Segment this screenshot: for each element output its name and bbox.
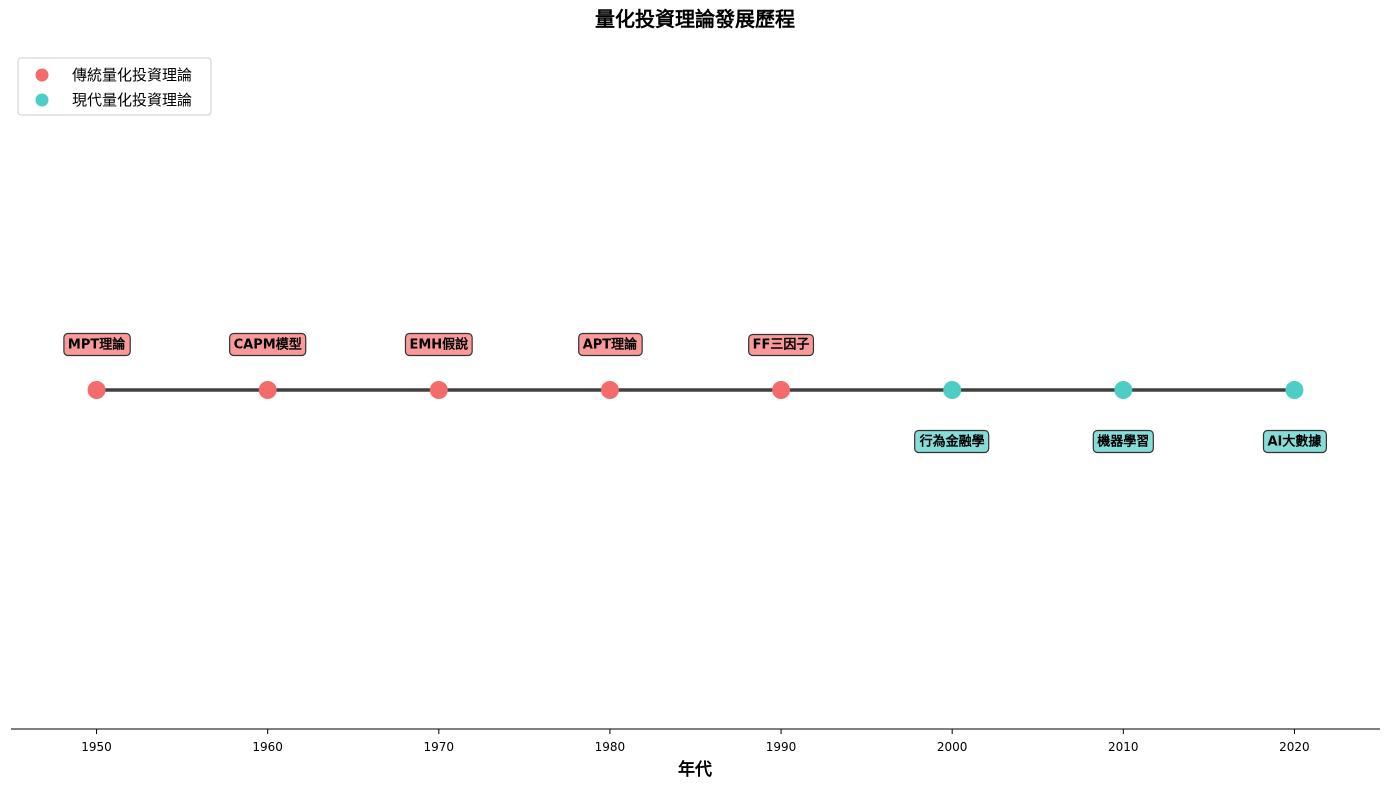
x-axis-ticks: 1950 1960 1970 1980 1990 2000 2010 2020 xyxy=(81,729,1310,754)
event-label-2000: 行為金融學 xyxy=(914,429,990,454)
event-marker-1990 xyxy=(772,381,791,399)
x-tick-label: 1980 xyxy=(595,740,626,754)
event-label-box xyxy=(404,332,473,357)
event-marker-1950 xyxy=(87,381,106,399)
x-tick-label: 1950 xyxy=(81,740,112,754)
event-label-box xyxy=(748,333,815,357)
event-label-box xyxy=(63,332,131,357)
legend-frame xyxy=(17,57,212,116)
event-label-2020: AI大數據 xyxy=(1262,429,1327,454)
event-label-text: MPT理論 xyxy=(68,337,126,353)
event-label-box xyxy=(914,429,990,454)
event-marker-2020 xyxy=(1285,381,1304,399)
x-tick-label: 2020 xyxy=(1279,740,1310,754)
event-label-1960: CAPM模型 xyxy=(229,332,307,357)
event-label-1980: APT理論 xyxy=(578,332,643,357)
chart-title: 量化投資理論發展歷程 xyxy=(595,7,795,31)
event-marker-2010 xyxy=(1114,381,1133,399)
event-label-text: 行為金融學 xyxy=(919,434,985,450)
event-marker-1970 xyxy=(429,381,448,399)
event-marker-2000 xyxy=(943,381,962,399)
x-tick-label: 1990 xyxy=(766,740,797,754)
event-label-1990: FF三因子 xyxy=(748,333,815,357)
event-label-text: AI大數據 xyxy=(1267,434,1322,450)
event-markers xyxy=(87,381,1304,399)
event-label-1970: EMH假說 xyxy=(404,332,473,357)
legend-marker-traditional xyxy=(35,68,49,82)
event-marker-1960 xyxy=(258,381,277,399)
event-label-box xyxy=(229,332,307,357)
legend-label-modern: 現代量化投資理論 xyxy=(72,91,192,109)
event-label-box xyxy=(1092,429,1154,454)
event-label-2010: 機器學習 xyxy=(1092,429,1154,454)
event-label-box xyxy=(1262,429,1327,454)
x-tick-label: 2010 xyxy=(1108,740,1139,754)
event-label-text: EMH假說 xyxy=(409,337,468,353)
legend-label-traditional: 傳統量化投資理論 xyxy=(72,66,192,84)
event-label-1950: MPT理論 xyxy=(63,332,131,357)
x-axis-label: 年代 xyxy=(678,759,712,780)
event-label-text: 機器學習 xyxy=(1097,434,1149,450)
legend-marker-modern xyxy=(35,93,49,107)
event-label-text: FF三因子 xyxy=(753,338,810,353)
event-marker-1980 xyxy=(600,381,619,399)
event-label-text: CAPM模型 xyxy=(234,337,302,353)
event-label-box xyxy=(578,332,643,357)
x-tick-label: 2000 xyxy=(937,740,968,754)
x-tick-label: 1970 xyxy=(424,740,455,754)
event-label-text: APT理論 xyxy=(583,337,638,353)
x-tick-label: 1960 xyxy=(252,740,283,754)
